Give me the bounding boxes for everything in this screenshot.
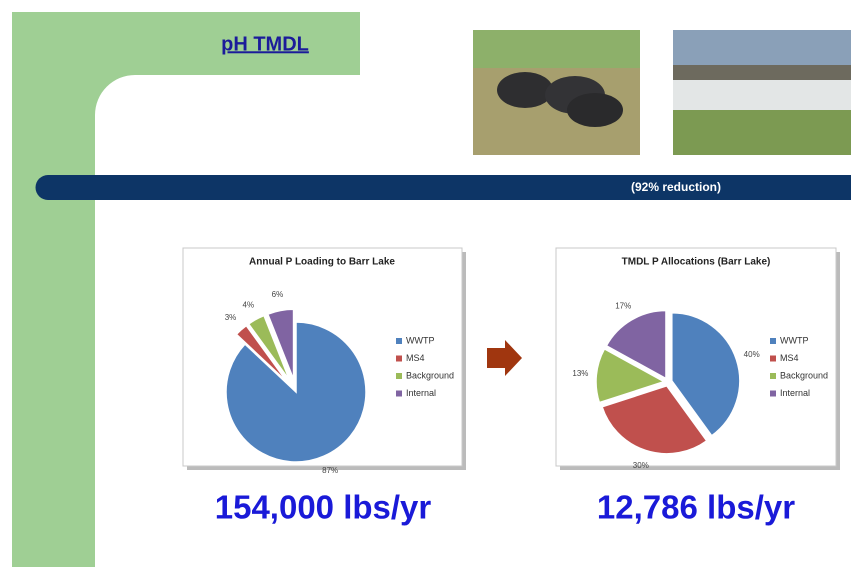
legend-label: WWTP — [406, 335, 435, 345]
legend-label: MS4 — [406, 353, 425, 363]
legend-swatch — [770, 356, 776, 362]
value-label: 30% — [633, 461, 649, 470]
chart-title: Annual P Loading to Barr Lake — [249, 257, 395, 268]
value-label: 6% — [272, 290, 284, 299]
legend-swatch — [396, 338, 402, 344]
legend-label: Internal — [406, 388, 436, 398]
legend-label: Internal — [780, 388, 810, 398]
chart-title: TMDL P Allocations (Barr Lake) — [622, 257, 771, 268]
legend-label: WWTP — [780, 335, 809, 345]
banner — [36, 175, 851, 200]
value-label: 4% — [243, 300, 255, 309]
legend-swatch — [396, 356, 402, 362]
legend-swatch — [396, 373, 402, 379]
value-label: 3% — [225, 313, 237, 322]
value-label: 87% — [322, 466, 338, 475]
slide-title: pH TMDL — [221, 33, 309, 55]
legend-label: MS4 — [780, 353, 799, 363]
value-label: 40% — [744, 350, 760, 359]
legend-swatch — [770, 391, 776, 397]
legend-swatch — [770, 373, 776, 379]
photo-dam — [673, 30, 851, 155]
photo-buffalo — [473, 30, 640, 155]
total-label: 154,000 lbs/yr — [215, 489, 432, 526]
legend-swatch — [396, 391, 402, 397]
legend-label: Background — [780, 370, 828, 380]
value-label: 17% — [615, 301, 631, 310]
banner-text: (92% reduction) — [631, 180, 721, 194]
total-label: 12,786 lbs/yr — [597, 489, 795, 526]
slide: pH TMDL (92% reduction) Annual P Loading… — [0, 0, 851, 567]
value-label: 13% — [572, 369, 588, 378]
page: pH TMDL (92% reduction) Annual P Loading… — [0, 0, 851, 567]
legend-swatch — [770, 338, 776, 344]
legend-label: Background — [406, 370, 454, 380]
